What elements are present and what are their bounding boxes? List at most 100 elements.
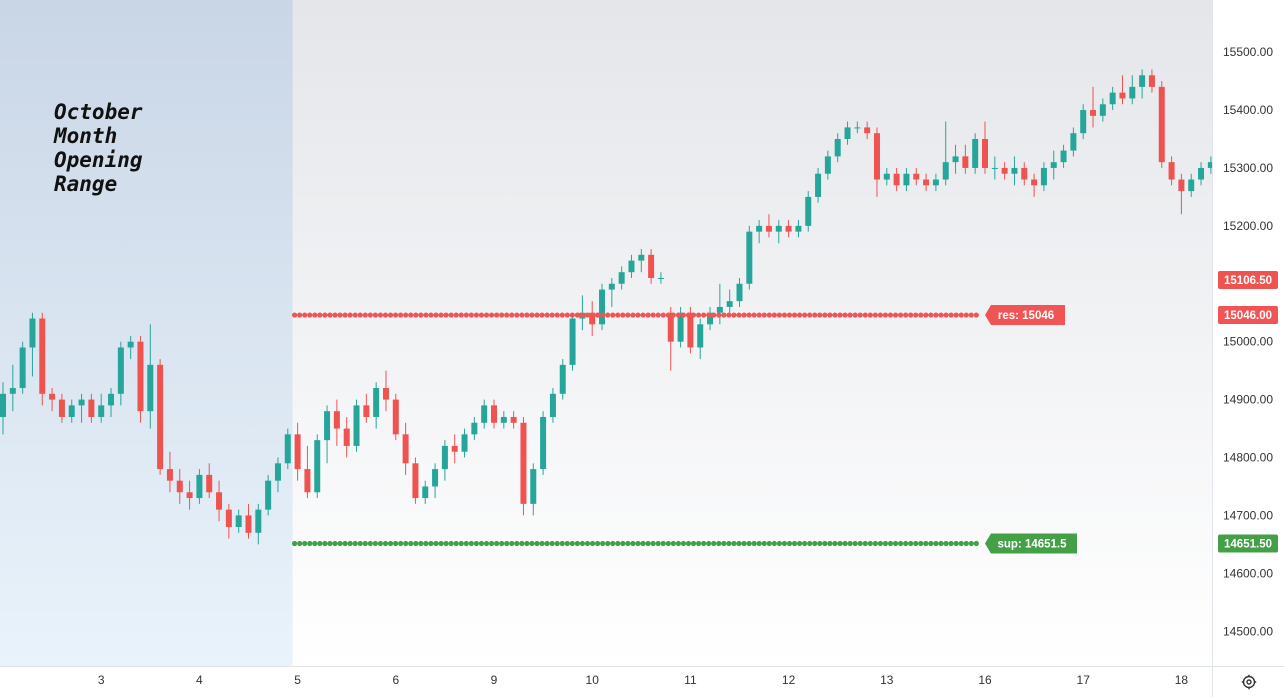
sup-level-dot	[600, 540, 606, 547]
sup-level-dot	[524, 540, 530, 547]
res-level-dot	[584, 312, 591, 318]
candle-up	[422, 486, 429, 499]
candle-down	[225, 509, 232, 528]
res-level-dot	[645, 312, 651, 318]
sup-level-dot	[403, 540, 409, 547]
sup-level-dot	[483, 540, 490, 547]
candle-up	[883, 173, 890, 180]
candle-up	[441, 445, 448, 470]
sup-level-dot	[458, 540, 464, 547]
candle-up	[1198, 167, 1205, 180]
sup-level-dot	[509, 540, 515, 547]
res-level-dot	[337, 312, 343, 318]
candle-down	[137, 341, 144, 412]
sup-level-dot	[690, 540, 697, 547]
sup-level-dot	[812, 540, 818, 547]
res-level-dot	[453, 312, 459, 318]
sup-level-dot	[529, 540, 535, 547]
sup-level-dot	[605, 540, 611, 547]
res-level-dot	[574, 312, 581, 318]
res-level-dot	[791, 312, 798, 318]
y-tick-label: 15400.00	[1223, 103, 1273, 117]
candle-up	[716, 306, 723, 313]
res-level-dot	[948, 312, 954, 318]
candle-down	[39, 318, 46, 394]
res-level-dot	[943, 312, 949, 318]
candle-down	[923, 179, 930, 186]
res-level-dot	[600, 312, 606, 318]
res-level-dot	[968, 312, 974, 318]
res-level-dot	[903, 312, 909, 318]
candle-up	[0, 393, 6, 417]
res-level-dot	[327, 312, 333, 318]
x-tick-label: 13	[880, 673, 894, 687]
annotation-line: Month	[54, 124, 118, 148]
sup-level-dot	[564, 540, 570, 547]
sup-level-dot	[832, 540, 838, 547]
candle-up	[657, 277, 664, 279]
sup-level-dot	[463, 540, 469, 547]
sup-level-dot	[418, 540, 424, 547]
sup-level-dot	[387, 540, 394, 547]
x-tick-label: 10	[586, 673, 600, 687]
candle-up	[756, 225, 763, 232]
settings-gear-icon[interactable]	[1238, 671, 1260, 693]
res-level-dot	[953, 312, 959, 318]
candle-up	[432, 469, 439, 487]
res-level-dot	[913, 312, 919, 318]
res-level-dot	[670, 312, 676, 318]
candle-down	[402, 434, 409, 464]
res-level-dot	[771, 312, 777, 318]
res-price-tag-text: 15046.00	[1224, 310, 1272, 322]
candle-down	[1001, 167, 1008, 174]
candle-up	[117, 347, 124, 394]
res-level-dot	[448, 312, 454, 318]
res-level-dot	[817, 312, 823, 318]
sup-level-dot	[887, 540, 894, 547]
candle-up	[549, 393, 556, 417]
candle-up	[530, 469, 537, 504]
sup-level-dot	[478, 540, 485, 547]
candle-up	[952, 156, 959, 163]
candle-up	[98, 405, 105, 417]
res-level-dot	[776, 312, 783, 318]
sup-level-dot	[625, 540, 631, 547]
res-level-dot	[862, 312, 868, 318]
sup-level-dot	[877, 540, 884, 547]
candle-up	[127, 341, 134, 348]
y-tick-label: 14700.00	[1223, 508, 1273, 522]
res-level-dot	[292, 312, 298, 318]
candle-up	[1070, 133, 1077, 151]
res-level-dot	[504, 312, 510, 318]
res-level-dot	[473, 312, 479, 318]
res-level-dot	[675, 312, 682, 318]
sup-level-dot	[837, 540, 843, 547]
res-level-dot	[625, 312, 631, 318]
candle-down	[1119, 92, 1126, 99]
res-level-dot	[973, 312, 979, 318]
candle-up	[500, 416, 507, 423]
res-level-dot	[746, 312, 752, 318]
res-level-dot	[347, 312, 353, 318]
time-axis[interactable]	[0, 666, 1212, 697]
candle-down	[1021, 167, 1028, 180]
res-level-dot	[398, 312, 404, 318]
candle-up	[942, 162, 949, 180]
res-level-dot	[822, 312, 828, 318]
res-level-dot	[680, 312, 687, 318]
candle-up	[844, 127, 851, 139]
candle-down	[176, 480, 183, 493]
candle-up	[481, 405, 488, 423]
res-level-dot	[372, 312, 378, 318]
sup-level-dot	[347, 540, 353, 547]
res-level-dot	[554, 312, 560, 318]
res-level-dot	[857, 312, 863, 318]
res-level-dot	[660, 312, 666, 318]
sup-level-dot	[923, 540, 929, 547]
sup-level-dot	[711, 540, 717, 547]
sup-level-dot	[327, 540, 333, 547]
candle-up	[707, 312, 714, 325]
price-axis[interactable]	[1212, 0, 1284, 697]
